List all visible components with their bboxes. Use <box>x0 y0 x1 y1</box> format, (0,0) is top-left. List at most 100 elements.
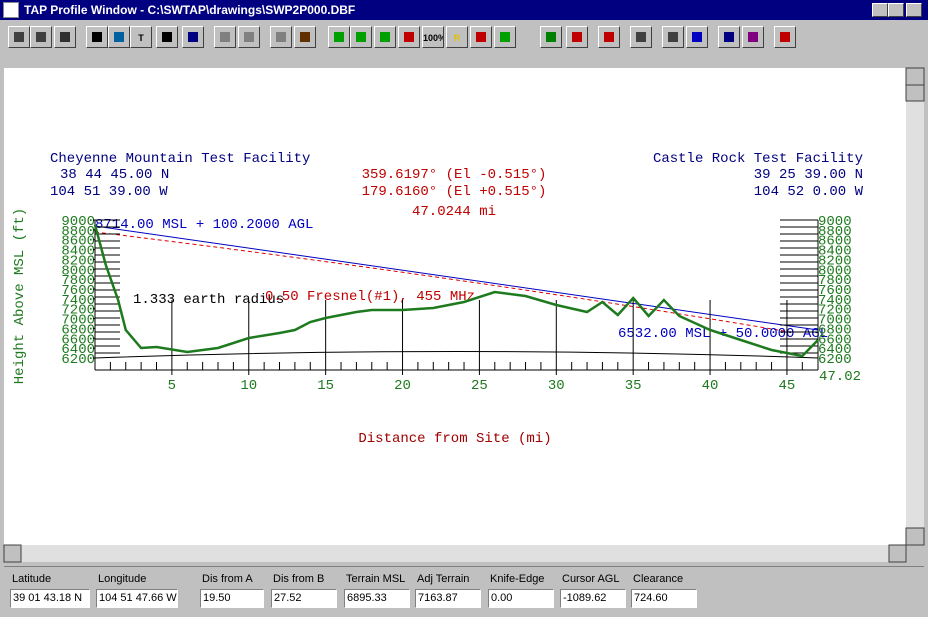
y-tick-label: 8800 <box>61 224 95 240</box>
toolbar-button[interactable] <box>238 26 260 48</box>
y2-tick-label: 7800 <box>818 273 852 289</box>
field-value: -1089.62 <box>560 589 626 608</box>
toolbar-icon <box>500 32 510 42</box>
y2-tick-label: 7600 <box>818 283 852 299</box>
field-label: Cursor AGL <box>562 573 620 585</box>
toolbar-icon <box>300 32 310 42</box>
x-tick-label: 30 <box>548 378 565 394</box>
toolbar-button[interactable] <box>182 26 204 48</box>
toolbar-button[interactable] <box>742 26 764 48</box>
toolbar-button[interactable] <box>8 26 30 48</box>
toolbar-button[interactable] <box>374 26 396 48</box>
y-tick-label: 7800 <box>61 273 95 289</box>
x-tick-label: 20 <box>394 378 411 394</box>
toolbar-icon <box>604 32 614 42</box>
field-value: 7163.87 <box>415 589 481 608</box>
maximize-button[interactable] <box>888 3 904 17</box>
site-b-name: Castle Rock Test Facility <box>653 151 863 167</box>
toolbar-icon <box>188 32 198 42</box>
y2-tick-label: 8800 <box>818 224 852 240</box>
site-a-lon: 104 51 39.00 W <box>50 184 168 200</box>
scroll-left[interactable] <box>3 544 22 563</box>
toolbar-button[interactable] <box>470 26 492 48</box>
toolbar-button[interactable]: 100% <box>422 26 444 48</box>
toolbar-button[interactable] <box>214 26 236 48</box>
toolbar-button[interactable] <box>86 26 108 48</box>
toolbar-icon <box>36 32 46 42</box>
close-button[interactable] <box>906 3 922 17</box>
site-b-lon: 104 52 0.00 W <box>754 184 864 200</box>
x-tick-label: 5 <box>168 378 176 394</box>
toolbar-button[interactable] <box>686 26 708 48</box>
azimuth-a: 359.6197° (El -0.515°) <box>362 167 547 183</box>
toolbar-icon <box>572 32 582 42</box>
site-b-lat: 39 25 39.00 N <box>754 167 863 183</box>
y-tick-label: 6400 <box>61 342 95 358</box>
toolbar-button[interactable]: T <box>130 26 152 48</box>
y-tick-label: 6200 <box>61 352 95 368</box>
scroll-thumb[interactable] <box>905 84 925 102</box>
field-label: Dis from B <box>273 573 325 585</box>
toolbar-button[interactable] <box>494 26 516 48</box>
toolbar-button[interactable] <box>630 26 652 48</box>
v-scrollbar[interactable] <box>906 68 924 545</box>
toolbar-icon <box>748 32 758 42</box>
x-tick-label: 35 <box>625 378 642 394</box>
toolbar-button[interactable] <box>108 26 130 48</box>
toolbar-button[interactable] <box>566 26 588 48</box>
toolbar-icon <box>244 32 254 42</box>
toolbar-button[interactable] <box>294 26 316 48</box>
field-value: 104 51 47.66 W <box>96 589 178 608</box>
toolbar-button[interactable] <box>328 26 350 48</box>
toolbar-icon <box>780 32 790 42</box>
y2-tick-label: 6200 <box>818 352 852 368</box>
toolbar-icon <box>668 32 678 42</box>
minimize-button[interactable] <box>872 3 888 17</box>
toolbar-button[interactable] <box>350 26 372 48</box>
scroll-down[interactable] <box>905 527 925 546</box>
toolbar-icon <box>276 32 286 42</box>
y-tick-label: 7200 <box>61 303 95 319</box>
toolbar-button[interactable] <box>270 26 292 48</box>
toolbar-button[interactable] <box>774 26 796 48</box>
toolbar-icon <box>162 32 172 42</box>
toolbar-button[interactable] <box>30 26 52 48</box>
y-tick-label: 8600 <box>61 234 95 250</box>
toolbar-button[interactable] <box>598 26 620 48</box>
toolbar-icon <box>636 32 646 42</box>
toolbar-button[interactable] <box>54 26 76 48</box>
x-tick-label: 40 <box>702 378 719 394</box>
toolbar-icon <box>546 32 556 42</box>
toolbar-icon <box>334 32 344 42</box>
toolbar-button[interactable] <box>398 26 420 48</box>
path-distance: 47.0244 mi <box>412 204 496 220</box>
x-tick-label: 10 <box>240 378 257 394</box>
y-tick-label: 7600 <box>61 283 95 299</box>
toolbar-button[interactable] <box>156 26 178 48</box>
scroll-right[interactable] <box>888 544 907 563</box>
toolbar-button[interactable] <box>718 26 740 48</box>
y-tick-label: 8000 <box>61 263 95 279</box>
y-tick-label: 8400 <box>61 244 95 260</box>
toolbar-icon <box>380 32 390 42</box>
y2-tick-label: 6400 <box>818 342 852 358</box>
y2-tick-label: 7200 <box>818 303 852 319</box>
toolbar-icon <box>220 32 230 42</box>
plot-area <box>4 68 906 545</box>
field-label: Latitude <box>12 573 52 585</box>
site-a-lat: 38 44 45.00 N <box>60 167 169 183</box>
toolbar-button[interactable] <box>662 26 684 48</box>
toolbar-button[interactable]: R <box>446 26 468 48</box>
toolbar-icon <box>356 32 366 42</box>
field-label: Terrain MSL <box>346 573 406 585</box>
toolbar-icon <box>724 32 734 42</box>
toolbar-icon <box>114 32 124 42</box>
x-tick-label: 25 <box>471 378 488 394</box>
toolbar-button[interactable] <box>540 26 562 48</box>
y-tick-label: 7000 <box>61 313 95 329</box>
y2-tick-label: 6600 <box>818 332 852 348</box>
scroll-up[interactable] <box>905 67 925 86</box>
h-scrollbar[interactable] <box>4 545 906 562</box>
toolbar-icon <box>60 32 70 42</box>
